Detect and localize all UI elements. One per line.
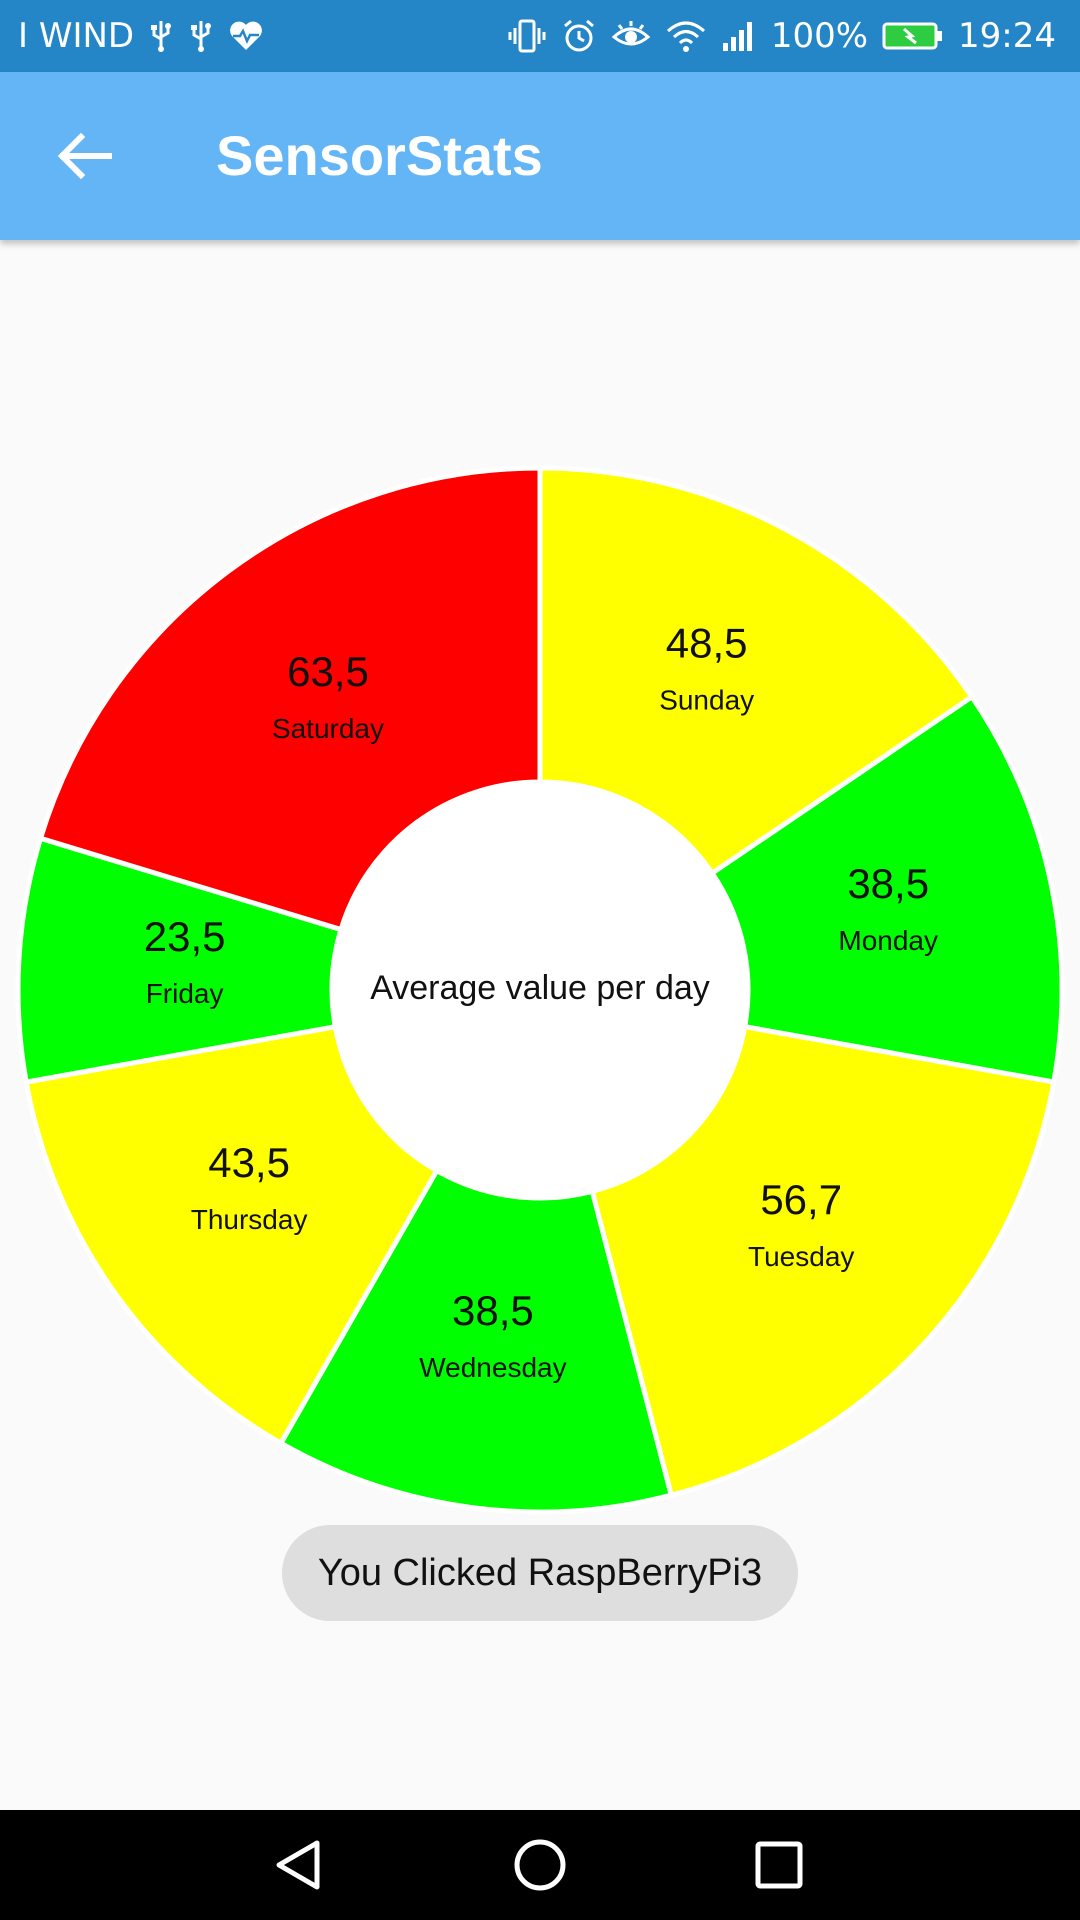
slice-value-sunday: 48,5 — [666, 619, 748, 666]
donut-chart[interactable]: Average value per day 48,5 Sunday 38,5 Mond… — [0, 240, 1080, 1560]
carrier-name: I WIND — [18, 16, 135, 56]
chart-labels: 48,5 Sunday 38,5 Monday 56,7 Tuesday 38,5 Wedne… — [144, 619, 938, 1382]
app-title: SensorStats — [216, 124, 543, 187]
slice-label-saturday: Saturday — [272, 713, 384, 744]
toast-message: You Clicked RaspBerryPi3 — [282, 1525, 798, 1621]
back-button[interactable] — [40, 111, 130, 201]
battery-charging-icon — [882, 21, 944, 51]
home-circle-icon — [514, 1839, 566, 1891]
status-left: I WIND — [18, 0, 264, 72]
chart-slices — [15, 465, 1065, 1515]
slice-value-saturday: 63,5 — [287, 648, 369, 695]
signal-icon — [721, 19, 757, 53]
clock-time: 19:24 — [958, 16, 1056, 56]
heart-rate-icon — [228, 20, 264, 52]
slice-value-thursday: 43,5 — [208, 1139, 290, 1186]
usb-icon — [188, 19, 214, 53]
status-bar: I WIND 100% 19:24 — [0, 0, 1080, 72]
main-content: Average value per day 48,5 Sunday 38,5 Mond… — [0, 240, 1080, 1810]
center-label: Average value per day — [370, 969, 710, 1007]
slice-label-thursday: Thursday — [191, 1204, 308, 1235]
app-bar: SensorStats — [0, 72, 1080, 240]
alarm-icon — [561, 18, 597, 54]
usb-icon — [148, 19, 174, 53]
nav-home-button[interactable] — [505, 1830, 575, 1900]
status-right: 100% 19:24 — [507, 0, 1056, 72]
back-triangle-icon — [276, 1840, 320, 1890]
slice-label-wednesday: Wednesday — [419, 1352, 566, 1383]
arrow-left-icon — [57, 132, 112, 180]
slice-label-sunday: Sunday — [659, 684, 754, 715]
wifi-icon — [665, 19, 707, 53]
slice-label-friday: Friday — [146, 978, 224, 1009]
eye-icon — [611, 19, 651, 53]
donut-hole — [330, 780, 750, 1200]
slice-value-friday: 23,5 — [144, 913, 226, 960]
nav-back-button[interactable] — [264, 1830, 334, 1900]
nav-recents-button[interactable] — [744, 1830, 814, 1900]
slice-label-tuesday: Tuesday — [748, 1241, 854, 1272]
battery-percent: 100% — [770, 16, 869, 56]
slice-label-monday: Monday — [838, 925, 938, 956]
slice-value-wednesday: 38,5 — [452, 1287, 534, 1334]
navigation-bar — [0, 1810, 1080, 1920]
slice-value-tuesday: 56,7 — [760, 1176, 842, 1223]
recents-square-icon — [755, 1841, 803, 1889]
slice-value-monday: 38,5 — [847, 860, 929, 907]
vibrate-icon — [507, 18, 547, 54]
